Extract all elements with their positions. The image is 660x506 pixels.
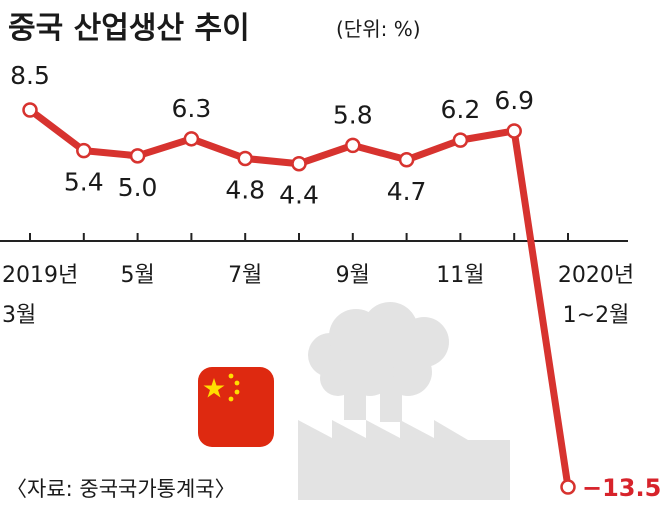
x-tick-label: 2019년: [2, 263, 78, 288]
data-label: 4.4: [279, 181, 319, 210]
data-point: [183, 131, 200, 147]
data-point: [76, 142, 92, 159]
data-points: [22, 102, 576, 495]
x-tick-label: 3월: [2, 303, 36, 328]
x-tick-label: 7월: [228, 263, 262, 288]
x-tick-labels: 2019년 3월 5월 7월 9월 11월 2020년 1~2월: [2, 263, 634, 328]
data-label: 4.7: [387, 177, 427, 206]
unit-label: (단위: %): [336, 17, 421, 41]
x-tick-label: 11월: [436, 263, 484, 288]
data-label: 8.5: [10, 61, 50, 90]
x-tick-label: 1~2월: [563, 303, 630, 328]
x-tick-label: 5월: [120, 263, 154, 288]
data-label: 4.8: [225, 175, 265, 204]
x-axis: [0, 233, 628, 242]
chart-title: 중국 산업생산 추이: [8, 11, 250, 46]
china-flag-icon: [198, 367, 274, 447]
data-label: 5.0: [118, 173, 158, 202]
source-label: 〈자료: 중국국가통계국〉: [6, 477, 236, 501]
data-point: [129, 148, 146, 164]
value-labels: 8.5 5.4 5.0 6.3 4.8 4.4 5.8 4.7 6.2 6.9 −13.5: [10, 61, 660, 502]
data-point: [398, 152, 415, 168]
data-point: [237, 150, 253, 167]
data-point: [291, 155, 307, 172]
data-label: 5.8: [333, 100, 373, 129]
data-label: −13.5: [582, 474, 660, 502]
data-point: [506, 123, 522, 139]
data-label: 6.3: [172, 94, 212, 123]
x-tick-label: 2020년: [558, 263, 634, 288]
data-point: [560, 479, 576, 495]
data-point: [452, 132, 469, 148]
data-point: [345, 137, 361, 154]
data-label: 6.2: [441, 95, 481, 124]
data-point: [22, 102, 38, 118]
factory-smoke-icon: [298, 302, 510, 500]
x-tick-label: 9월: [336, 263, 370, 288]
data-label: 6.9: [494, 86, 534, 115]
data-label: 5.4: [64, 168, 104, 197]
